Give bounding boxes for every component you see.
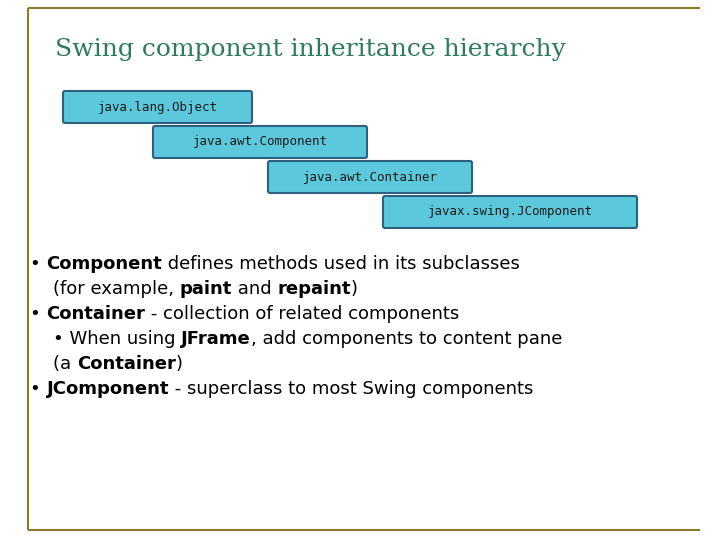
Text: Swing component inheritance hierarchy: Swing component inheritance hierarchy <box>55 38 566 61</box>
FancyBboxPatch shape <box>63 91 252 123</box>
Text: (a: (a <box>30 355 77 373</box>
Text: •: • <box>30 380 47 398</box>
Text: JFrame: JFrame <box>181 330 251 348</box>
Text: paint: paint <box>180 280 232 298</box>
Text: repaint: repaint <box>277 280 351 298</box>
Text: - superclass to most Swing components: - superclass to most Swing components <box>169 380 534 398</box>
FancyBboxPatch shape <box>268 161 472 193</box>
Text: , add components to content pane: , add components to content pane <box>251 330 562 348</box>
FancyBboxPatch shape <box>383 196 637 228</box>
Text: defines methods used in its subclasses: defines methods used in its subclasses <box>162 255 520 273</box>
Text: • When using: • When using <box>30 330 181 348</box>
Text: - collection of related components: - collection of related components <box>145 305 459 323</box>
Text: Container: Container <box>77 355 176 373</box>
Text: javax.swing.JComponent: javax.swing.JComponent <box>428 206 593 219</box>
Text: ): ) <box>351 280 358 298</box>
Text: java.awt.Component: java.awt.Component <box>192 136 328 148</box>
Text: and: and <box>232 280 277 298</box>
Text: Container: Container <box>47 305 145 323</box>
Text: •: • <box>30 305 47 323</box>
Text: ): ) <box>176 355 183 373</box>
Text: (for example,: (for example, <box>30 280 180 298</box>
Text: Component: Component <box>47 255 162 273</box>
FancyBboxPatch shape <box>153 126 367 158</box>
Text: JComponent: JComponent <box>47 380 169 398</box>
Text: java.lang.Object: java.lang.Object <box>97 100 217 113</box>
Text: •: • <box>30 255 47 273</box>
Text: java.awt.Container: java.awt.Container <box>302 171 438 184</box>
